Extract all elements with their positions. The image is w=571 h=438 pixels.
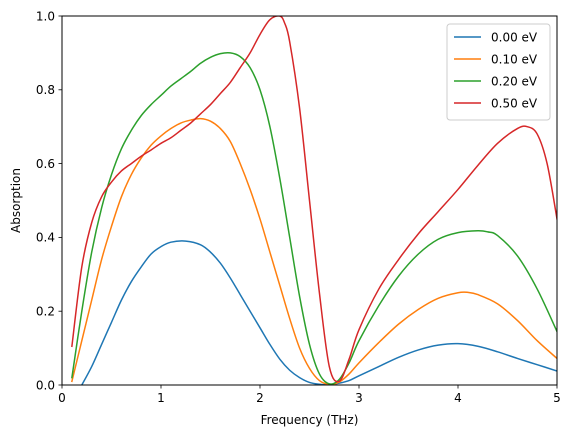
y-tick-label: 0.4 bbox=[36, 231, 55, 245]
legend-box bbox=[446, 23, 551, 121]
y-tick-label: 0.6 bbox=[36, 157, 55, 171]
y-axis-label: Absorption bbox=[9, 168, 23, 233]
ticks-layer: 0 1 2 3 4 5 0.0 0.2 0.4 0.6 0.8 1.0 bbox=[36, 9, 561, 405]
legend-items: 0.00 eV 0.10 eV 0.20 eV 0.50 eV bbox=[454, 30, 538, 110]
legend-label: 0.20 eV bbox=[491, 74, 538, 88]
x-tick-label: 1 bbox=[157, 391, 165, 405]
series-layer bbox=[70, 16, 557, 385]
legend-label: 0.00 eV bbox=[491, 30, 538, 44]
series-line-1 bbox=[70, 117, 557, 385]
series-line-3 bbox=[71, 16, 557, 383]
series-line-2 bbox=[71, 51, 557, 385]
y-tick-label: 0.2 bbox=[36, 305, 55, 319]
legend: 0.00 eV 0.10 eV 0.20 eV 0.50 eV bbox=[446, 23, 551, 121]
x-tick-label: 5 bbox=[553, 391, 561, 405]
y-tick-label: 0.0 bbox=[36, 378, 55, 392]
x-tick-label: 4 bbox=[454, 391, 462, 405]
x-tick-label: 3 bbox=[355, 391, 363, 405]
x-tick-label: 0 bbox=[58, 391, 66, 405]
x-tick-label: 2 bbox=[256, 391, 264, 405]
legend-label: 0.50 eV bbox=[491, 96, 538, 110]
legend-label: 0.10 eV bbox=[491, 52, 538, 66]
plot-frame bbox=[61, 15, 558, 386]
x-axis-label: Frequency (THz) bbox=[261, 413, 359, 427]
y-tick-label: 0.8 bbox=[36, 83, 55, 97]
y-tick-label: 1.0 bbox=[36, 9, 55, 23]
series-line-0 bbox=[80, 240, 557, 385]
